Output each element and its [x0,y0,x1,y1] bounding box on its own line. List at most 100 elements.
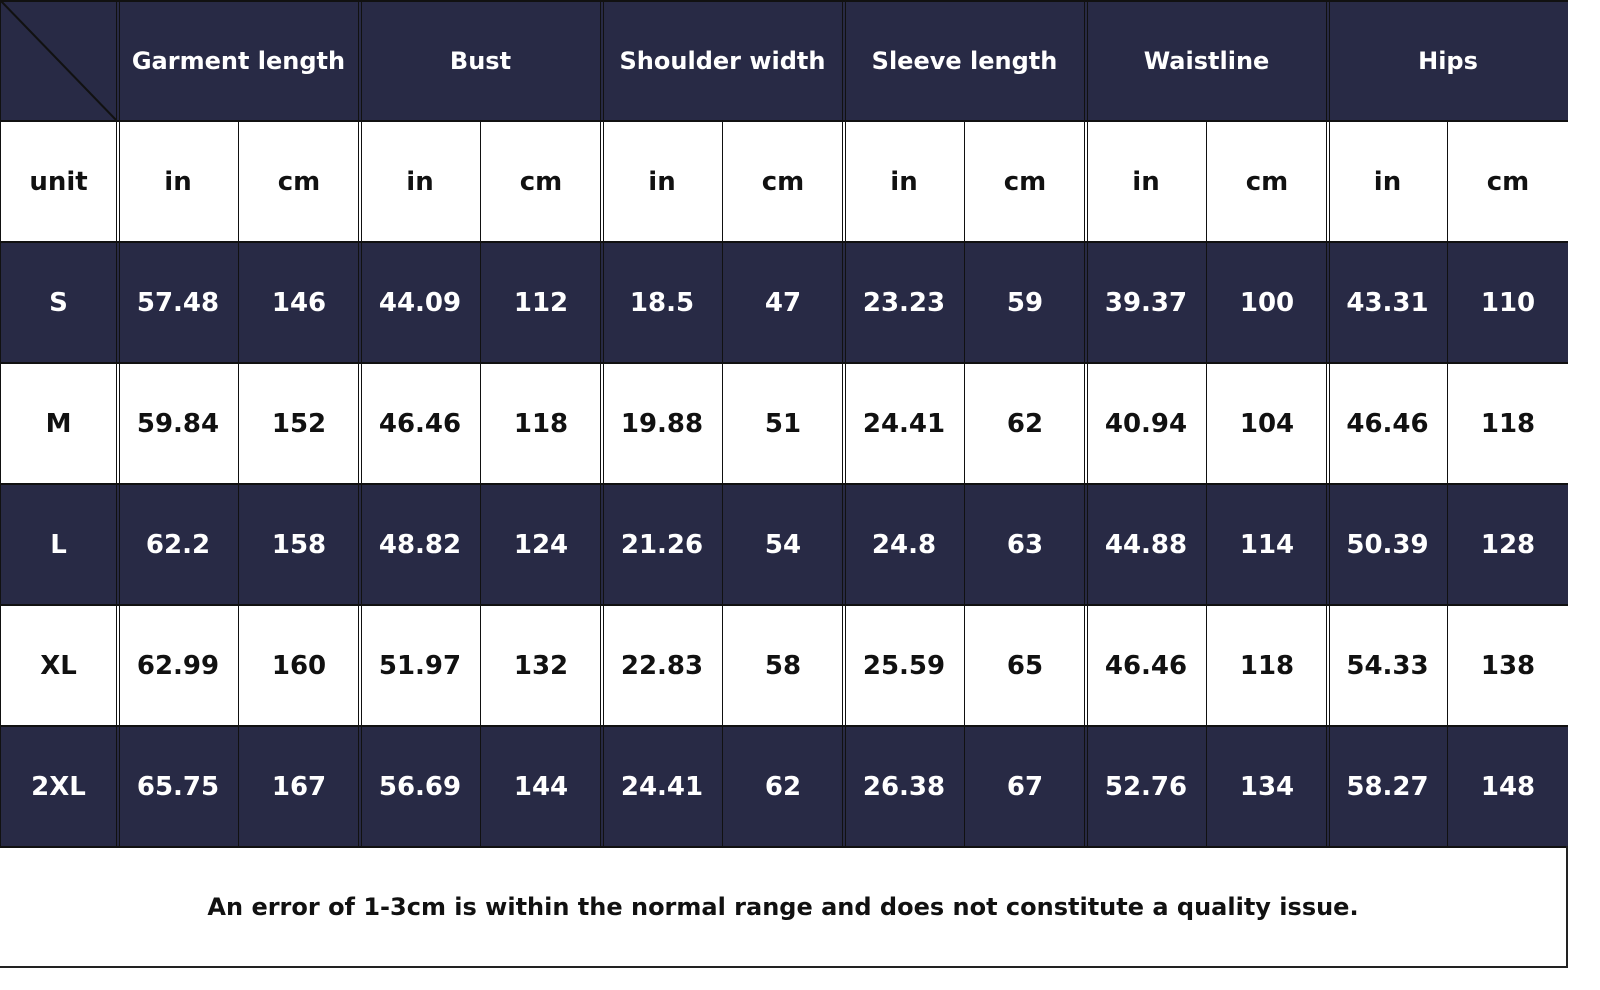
footer-right-border [1566,846,1568,968]
value-waistline-in: 40.94 [1104,408,1188,439]
header-garment-length: Garment length [131,46,346,75]
header-sleeve-length: Sleeve length [871,46,1058,75]
grid-horizontal-line [0,0,1568,2]
value-garment-length-in: 62.2 [145,529,211,560]
value-bust-in: 44.09 [378,287,462,318]
grid-vertical-line [842,0,843,847]
size-row-s: S 57.48 146 44.09 112 18.5 47 23.23 59 39.37 100 43… [0,242,1568,363]
value-hips-in: 58.27 [1346,771,1429,802]
unit-cm: cm [1245,166,1289,197]
size-row-xl: XL 62.99 160 51.97 132 22.83 58 25.59 65 46.46 118… [0,605,1568,726]
unit-in: in [1373,166,1402,197]
size-label: XL [40,650,77,681]
value-waistline-in: 52.76 [1104,771,1188,802]
value-hips-cm: 138 [1480,650,1536,681]
corner-diagonal-cell [0,0,117,121]
grid-vertical-line [1087,0,1088,847]
unit-in: in [164,166,192,197]
value-hips-in: 43.31 [1346,287,1429,318]
grid-horizontal-line [0,725,1568,727]
size-row-l: L 62.2 158 48.82 124 21.26 54 24.8 63 44.88 114 50.… [0,484,1568,605]
value-garment-length-cm: 167 [271,771,327,802]
grid-vertical-line [1326,0,1327,847]
value-bust-in: 51.97 [378,650,462,681]
value-hips-in: 50.39 [1346,529,1429,560]
unit-cm: cm [277,166,321,197]
value-waistline-cm: 104 [1239,408,1295,439]
footer-bottom-border [0,966,1568,968]
grid-vertical-line [119,0,120,847]
value-hips-cm: 148 [1480,771,1536,802]
header-row: Garment length Bust Shoulder width Sleev… [0,0,1568,121]
grid-horizontal-line [0,241,1568,243]
value-garment-length-in: 65.75 [136,771,220,802]
value-bust-in: 48.82 [378,529,462,560]
unit-cm: cm [761,166,805,197]
value-garment-length-cm: 158 [271,529,327,560]
header-waistline: Waistline [1143,46,1270,75]
value-waistline-cm: 114 [1239,529,1295,560]
size-row-2xl: 2XL 65.75 167 56.69 144 24.41 62 26.38 67 52.76 13… [0,726,1568,847]
value-garment-length-cm: 160 [271,650,327,681]
unit-cm: cm [519,166,563,197]
value-shoulder-width-in: 22.83 [620,650,704,681]
unit-in: in [406,166,434,197]
grid-horizontal-line [0,483,1568,485]
grid-horizontal-line [0,120,1568,122]
value-shoulder-width-in: 18.5 [629,287,695,318]
value-garment-length-in: 59.84 [136,408,220,439]
size-label: M [45,408,72,439]
grid-vertical-line [1084,0,1085,847]
value-waistline-in: 44.88 [1104,529,1188,560]
size-label: L [50,529,67,560]
unit-in: in [648,166,676,197]
grid-vertical-line [0,0,1,848]
value-waistline-cm: 118 [1239,650,1295,681]
grid-vertical-line [845,0,846,847]
value-sleeve-length-in: 26.38 [862,771,946,802]
value-shoulder-width-in: 19.88 [620,408,704,439]
grid-vertical-line [1329,0,1330,847]
value-shoulder-width-cm: 54 [764,529,802,560]
value-bust-cm: 124 [513,529,569,560]
value-garment-length-in: 57.48 [136,287,220,318]
grid-vertical-line [600,0,601,847]
value-hips-in: 46.46 [1346,408,1429,439]
value-sleeve-length-in: 23.23 [862,287,946,318]
value-sleeve-length-cm: 65 [1006,650,1044,681]
unit-in: in [1132,166,1160,197]
grid-horizontal-line [0,362,1568,364]
value-bust-cm: 118 [513,408,569,439]
value-sleeve-length-cm: 67 [1006,771,1044,802]
value-shoulder-width-cm: 58 [764,650,802,681]
size-row-m: M 59.84 152 46.46 118 19.88 51 24.41 62 40.94 104 4… [0,363,1568,484]
grid-horizontal-line [0,846,1568,848]
grid-vertical-line [116,0,117,847]
header-shoulder-width: Shoulder width [619,46,826,75]
size-label: 2XL [31,771,86,802]
unit-cm: cm [1486,166,1530,197]
value-bust-in: 56.69 [378,771,462,802]
grid-vertical-line [358,0,359,847]
header-hips: Hips [1418,46,1478,75]
footer-note: An error of 1-3cm is within the normal r… [207,893,1359,921]
value-sleeve-length-in: 24.8 [871,529,937,560]
value-shoulder-width-cm: 51 [764,408,802,439]
unit-in: in [890,166,918,197]
value-bust-cm: 144 [513,771,569,802]
value-waistline-in: 39.37 [1104,287,1188,318]
value-bust-in: 46.46 [378,408,462,439]
value-hips-cm: 128 [1480,529,1536,560]
value-shoulder-width-in: 21.26 [620,529,704,560]
value-garment-length-cm: 152 [271,408,327,439]
value-sleeve-length-cm: 59 [1006,287,1044,318]
value-shoulder-width-cm: 62 [764,771,802,802]
value-sleeve-length-in: 25.59 [862,650,946,681]
grid-vertical-line [603,0,604,847]
value-hips-cm: 118 [1480,408,1536,439]
unit-label: unit [29,166,88,197]
size-label: S [49,287,68,318]
unit-row: unit in cm in cm in cm in cm in cm in cm [0,121,1568,242]
value-shoulder-width-cm: 47 [764,287,802,318]
value-hips-cm: 110 [1480,287,1536,318]
